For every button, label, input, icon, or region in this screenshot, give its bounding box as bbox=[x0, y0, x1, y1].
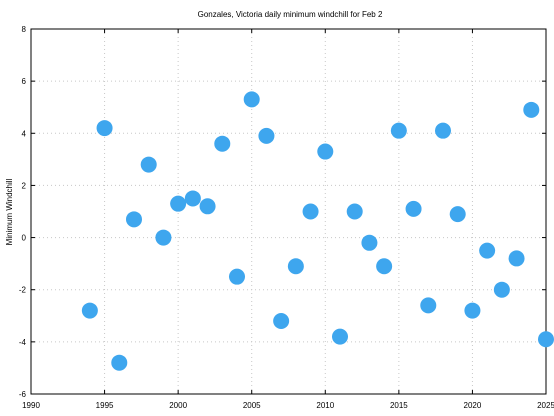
data-point bbox=[126, 211, 142, 228]
data-point bbox=[287, 258, 304, 275]
x-tick-label: 2005 bbox=[243, 401, 261, 410]
x-tick-label: 2015 bbox=[390, 401, 408, 410]
data-point bbox=[199, 198, 216, 215]
x-tick-label: 2020 bbox=[464, 401, 482, 410]
data-point bbox=[346, 203, 363, 220]
data-point bbox=[449, 206, 466, 223]
data-point bbox=[332, 328, 348, 345]
data-point bbox=[523, 101, 540, 118]
data-point bbox=[538, 331, 554, 348]
data-point bbox=[96, 120, 113, 137]
data-point bbox=[405, 200, 422, 217]
data-point bbox=[140, 156, 157, 173]
y-tick-label: 4 bbox=[22, 129, 27, 138]
data-point bbox=[317, 143, 334, 160]
data-point bbox=[273, 313, 290, 329]
data-point bbox=[508, 250, 525, 267]
data-point bbox=[184, 190, 201, 207]
data-point bbox=[229, 268, 245, 285]
x-tick-label: 2000 bbox=[169, 401, 187, 410]
plot-frame bbox=[30, 28, 547, 395]
y-tick-label: 8 bbox=[22, 25, 27, 34]
x-tick-label: 1995 bbox=[96, 401, 114, 410]
x-tick-label: 1990 bbox=[22, 401, 40, 410]
data-point bbox=[435, 122, 451, 139]
y-tick-label: -4 bbox=[19, 338, 27, 347]
data-point bbox=[214, 135, 231, 152]
data-point bbox=[390, 122, 407, 139]
y-tick-label: 2 bbox=[22, 181, 27, 190]
data-point bbox=[243, 91, 260, 108]
data-point bbox=[170, 195, 187, 212]
data-point bbox=[81, 302, 98, 319]
y-axis-label: Minimum Windchill bbox=[5, 178, 14, 245]
x-tick-label: 2010 bbox=[316, 401, 334, 410]
data-point bbox=[376, 258, 393, 275]
data-point bbox=[258, 127, 275, 144]
data-point bbox=[361, 234, 378, 251]
data-points bbox=[81, 91, 554, 371]
data-point bbox=[420, 297, 437, 314]
y-tick-label: -2 bbox=[19, 286, 27, 295]
data-point bbox=[493, 281, 510, 298]
data-point bbox=[111, 354, 128, 371]
data-point bbox=[302, 203, 319, 220]
data-point bbox=[155, 229, 172, 246]
chart-title: Gonzales, Victoria daily minimum windchi… bbox=[198, 10, 383, 19]
y-tick-label: 6 bbox=[22, 77, 27, 86]
y-tick-label: 0 bbox=[22, 234, 27, 243]
data-point bbox=[479, 242, 496, 259]
data-point bbox=[464, 302, 481, 319]
axis-ticks: 1990 1995 2000 2005 2010 2015 2020 2025 -6 -4 -2 0 2… bbox=[19, 25, 554, 410]
y-tick-label: -6 bbox=[19, 390, 27, 399]
grid-lines bbox=[30, 28, 547, 395]
x-tick-label: 2025 bbox=[537, 401, 554, 410]
